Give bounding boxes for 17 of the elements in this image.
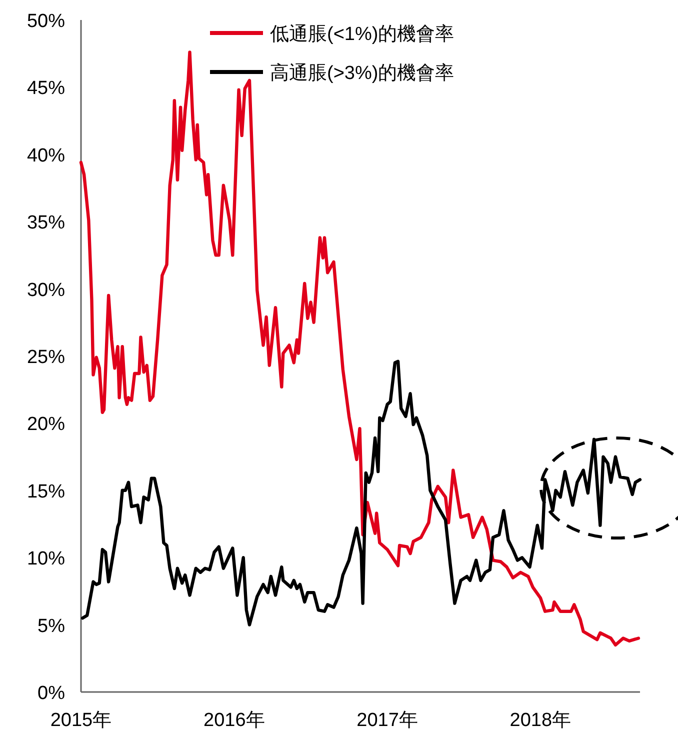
y-tick: 15% — [26, 481, 65, 502]
y-tick: 20% — [26, 414, 65, 436]
legend-text: 低通脹(<1%)的機會率 — [270, 24, 454, 45]
y-tick: 45% — [26, 78, 65, 100]
y-tick: 30% — [26, 280, 65, 301]
x-tick: 2018年 — [510, 710, 572, 731]
y-tick: 50% — [26, 11, 65, 32]
y-tick: 0% — [38, 683, 65, 704]
y-tick: 35% — [26, 212, 65, 234]
y-tick: 40% — [26, 145, 65, 166]
legend-text: 高通脹(>3%)的機會率 — [270, 63, 454, 84]
x-tick: 2017年 — [356, 710, 418, 731]
y-tick: 10% — [26, 548, 65, 570]
x-tick: 2015年 — [50, 710, 112, 731]
y-tick: 5% — [38, 616, 65, 637]
x-tick: 2016年 — [204, 710, 265, 731]
y-tick: 25% — [26, 347, 65, 368]
